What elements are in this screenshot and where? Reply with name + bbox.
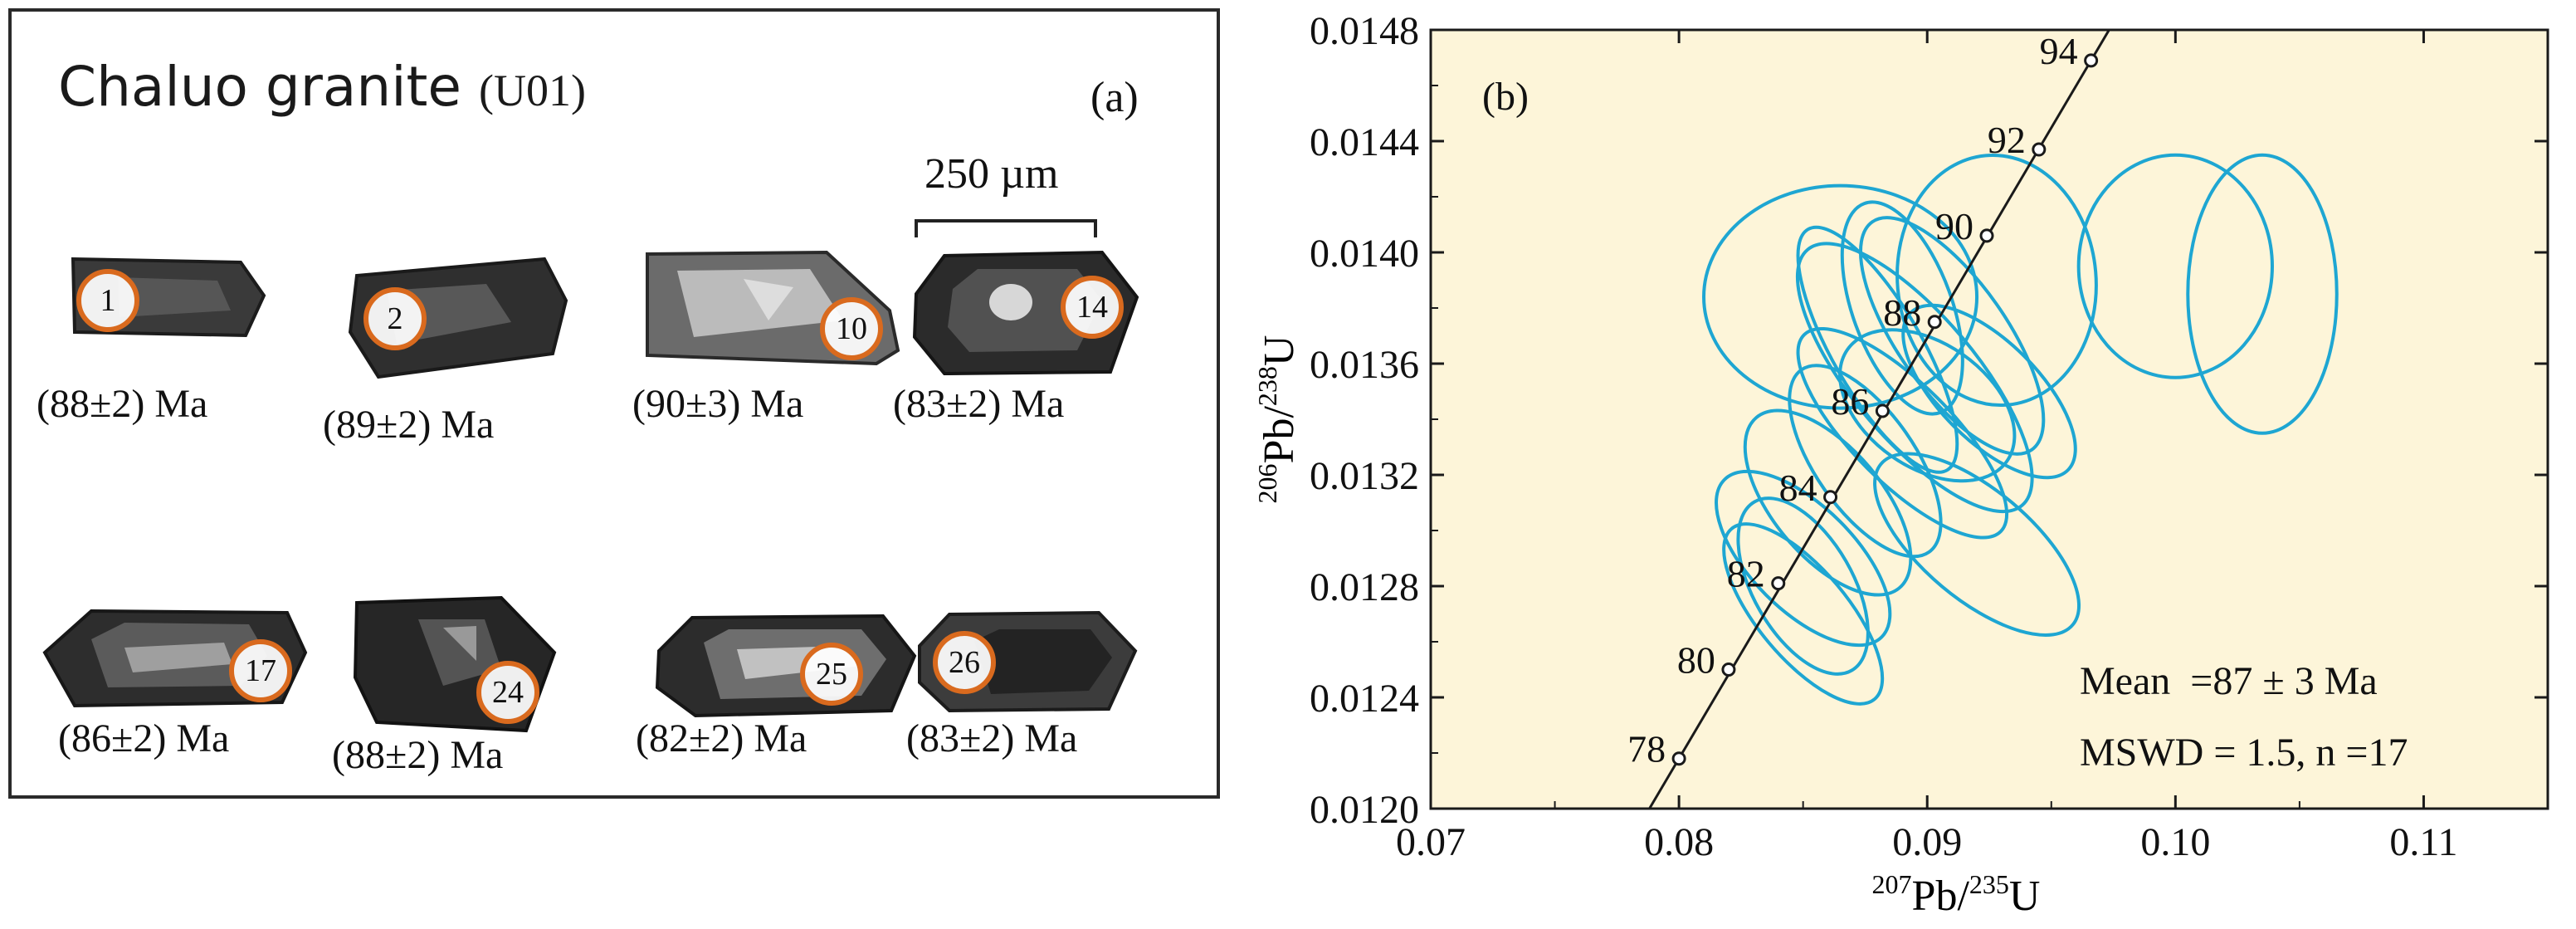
analysis-spot-17: 17 — [229, 639, 292, 702]
concordia-point-90 — [1979, 228, 1994, 243]
panel-a-label: (a) — [1090, 74, 1139, 121]
analysis-spot-1: 1 — [76, 269, 139, 332]
y-tick-label: 0.0144 — [1310, 120, 1419, 164]
concordia-age-label-86: 86 — [1831, 380, 1869, 423]
spot-age-10: (90±3) Ma — [632, 382, 804, 426]
error-ellipse-12 — [1715, 469, 1892, 648]
y-tick-label: 0.0128 — [1310, 565, 1419, 609]
concordia-age-label-92: 92 — [1988, 119, 2026, 161]
error-ellipses — [1702, 153, 2339, 706]
error-ellipse-13 — [1736, 496, 1870, 676]
sample-code: (U01) — [479, 66, 586, 115]
y-tick-label: 0.0140 — [1310, 232, 1419, 276]
spot-age-24: (88±2) Ma — [332, 733, 504, 777]
y-tick-label: 0.0124 — [1310, 677, 1419, 721]
y-tick-label: 0.0148 — [1310, 9, 1419, 53]
scale-bar — [915, 219, 1097, 237]
error-ellipse-1 — [1702, 183, 1979, 410]
concordia-curve — [1647, 30, 2111, 809]
spot-age-25: (82±2) Ma — [636, 716, 807, 760]
concordia-point-92 — [2032, 142, 2047, 157]
analysis-spot-10: 10 — [820, 297, 883, 360]
concordia-point-84 — [1823, 490, 1838, 505]
sample-name: Chaluo granite — [58, 55, 462, 119]
concordia-point-88 — [1927, 315, 1942, 330]
zircon-crystal-25 — [655, 614, 917, 718]
x-axis-title: 207Pb/235U — [1872, 869, 2041, 920]
error-ellipse-4 — [2186, 153, 2339, 435]
concordia-point-82 — [1771, 576, 1786, 591]
concordia-point-78 — [1671, 751, 1686, 766]
y-axis-title: 206Pb/238U — [1252, 335, 1303, 504]
analysis-spot-25: 25 — [800, 643, 863, 706]
concordia-curve-group: 78 80 82 84 86 88 90 92 94 — [1627, 30, 2111, 809]
mswd-text: MSWD = 1.5, n =17 — [2080, 731, 2408, 775]
zircon-image-panel: Chaluo granite (U01) (a) 250 µm 1 (88±2)… — [8, 8, 1220, 799]
analysis-spot-24: 24 — [476, 661, 539, 724]
y-tick-label: 0.0136 — [1310, 343, 1419, 387]
x-tick-label: 0.07 — [1396, 820, 1466, 864]
x-tick-label: 0.10 — [2140, 820, 2210, 864]
analysis-spot-14: 14 — [1061, 276, 1124, 339]
error-ellipse-3 — [2076, 153, 2274, 379]
concordia-chart: 78 80 82 84 86 88 90 92 94 0.07 0.08 0.09 0.10 0.11 0… — [1235, 0, 2576, 929]
error-ellipse-10 — [1788, 364, 1943, 559]
plot-background — [1431, 30, 2548, 809]
analysis-spot-26: 26 — [933, 631, 996, 694]
error-ellipse-15 — [1873, 452, 2081, 637]
analysis-spot-2: 2 — [363, 287, 427, 350]
scale-bar-label: 250 µm — [925, 150, 1059, 198]
error-ellipse-17 — [1840, 200, 1964, 416]
concordia-point-86 — [1875, 403, 1890, 418]
error-ellipse-16 — [1901, 303, 2077, 480]
concordia-age-label-82: 82 — [1727, 553, 1765, 595]
concordia-age-label-80: 80 — [1677, 639, 1715, 682]
error-ellipse-5 — [1858, 216, 2046, 456]
y-tick-label: 0.0120 — [1310, 788, 1419, 832]
spot-age-1: (88±2) Ma — [37, 382, 208, 426]
panel-b-label: (b) — [1482, 75, 1529, 119]
y-tick-label: 0.0132 — [1310, 454, 1419, 498]
x-tick-label: 0.08 — [1644, 820, 1714, 864]
spot-age-14: (83±2) Ma — [893, 382, 1065, 426]
concordia-point-94 — [2084, 53, 2099, 68]
error-ellipse-9 — [1796, 326, 2009, 540]
concordia-age-label-94: 94 — [2040, 30, 2078, 72]
spot-age-2: (89±2) Ma — [323, 403, 495, 447]
x-tick-label: 0.11 — [2389, 820, 2457, 864]
concordia-age-label-90: 90 — [1935, 205, 1973, 247]
concordia-age-label-88: 88 — [1883, 291, 1921, 334]
x-tick-label: 0.09 — [1892, 820, 1962, 864]
panel-a-title: Chaluo granite (U01) — [58, 55, 586, 119]
concordia-age-label-84: 84 — [1779, 467, 1817, 509]
error-ellipse-14 — [1722, 522, 1885, 706]
concordia-age-label-78: 78 — [1627, 728, 1666, 770]
mean-age-text: Mean =87 ± 3 Ma — [2080, 659, 2378, 703]
axes: 0.07 0.08 0.09 0.10 0.11 0.0120 0.0124 0.0128 0.… — [1252, 9, 2549, 920]
concordia-point-80 — [1721, 663, 1736, 677]
spot-age-26: (83±2) Ma — [906, 716, 1078, 760]
spot-age-17: (86±2) Ma — [58, 716, 230, 760]
